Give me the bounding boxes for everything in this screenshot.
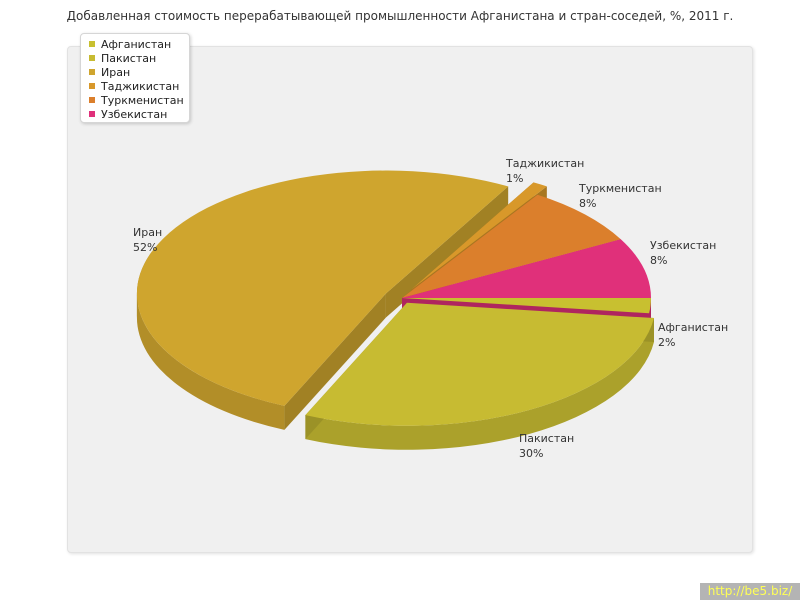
pie-slice-cut [385, 186, 509, 318]
legend-label: Таджикистан [101, 79, 180, 93]
legend-swatch [89, 111, 95, 117]
pie-slice[interactable] [136, 170, 509, 406]
slice-value-label: 2% [658, 336, 675, 349]
pie-tops [136, 170, 654, 426]
pie-slice[interactable] [402, 194, 621, 298]
legend-item[interactable]: Иран [89, 65, 189, 79]
legend-swatch [89, 83, 95, 89]
legend-swatch [89, 69, 95, 75]
pie-slice[interactable] [402, 239, 651, 298]
watermark[interactable]: http://be5.biz/ [700, 583, 800, 600]
legend-label: Афганистан [101, 37, 172, 51]
legend-label: Иран [101, 65, 131, 79]
pie-labels: Афганистан 2% Пакистан 30% Иран 52% Таджикиста… [133, 157, 728, 460]
legend-item[interactable]: Афганистан [89, 37, 189, 51]
slice-name-label: Афганистан [658, 321, 728, 334]
slice-value-label: 8% [650, 254, 667, 267]
legend-item[interactable]: Узбекистан [89, 107, 189, 121]
pie-slice[interactable] [305, 302, 654, 426]
legend-label: Туркменистан [101, 93, 184, 107]
legend-swatch [89, 97, 95, 103]
slice-value-label: 8% [579, 197, 596, 210]
pie-slice-side [136, 293, 285, 430]
legend-label: Узбекистан [101, 107, 168, 121]
slice-name-label: Иран [133, 226, 162, 239]
slice-name-label: Пакистан [519, 432, 574, 445]
legend-item[interactable]: Туркменистан [89, 93, 189, 107]
pie-slice[interactable] [402, 298, 651, 314]
pie-slice-cut [284, 293, 386, 430]
legend-item[interactable]: Пакистан [89, 51, 189, 65]
slice-name-label: Таджикистан [505, 157, 584, 170]
slice-value-label: 52% [133, 241, 157, 254]
legend-label: Пакистан [101, 51, 157, 65]
legend-swatch [89, 41, 95, 47]
legend-swatch [89, 55, 95, 61]
slice-name-label: Узбекистан [650, 239, 716, 252]
legend-item[interactable]: Таджикистан [89, 79, 189, 93]
pie-slice-side [305, 318, 654, 450]
chart-title: Добавленная стоимость перерабатывающей п… [66, 9, 734, 23]
slice-value-label: 1% [506, 172, 523, 185]
slice-value-label: 30% [519, 447, 543, 460]
pie-slice[interactable] [411, 182, 547, 290]
slice-name-label: Туркменистан [578, 182, 662, 195]
legend: Афганистан Пакистан Иран Таджикистан Тур… [80, 33, 190, 123]
